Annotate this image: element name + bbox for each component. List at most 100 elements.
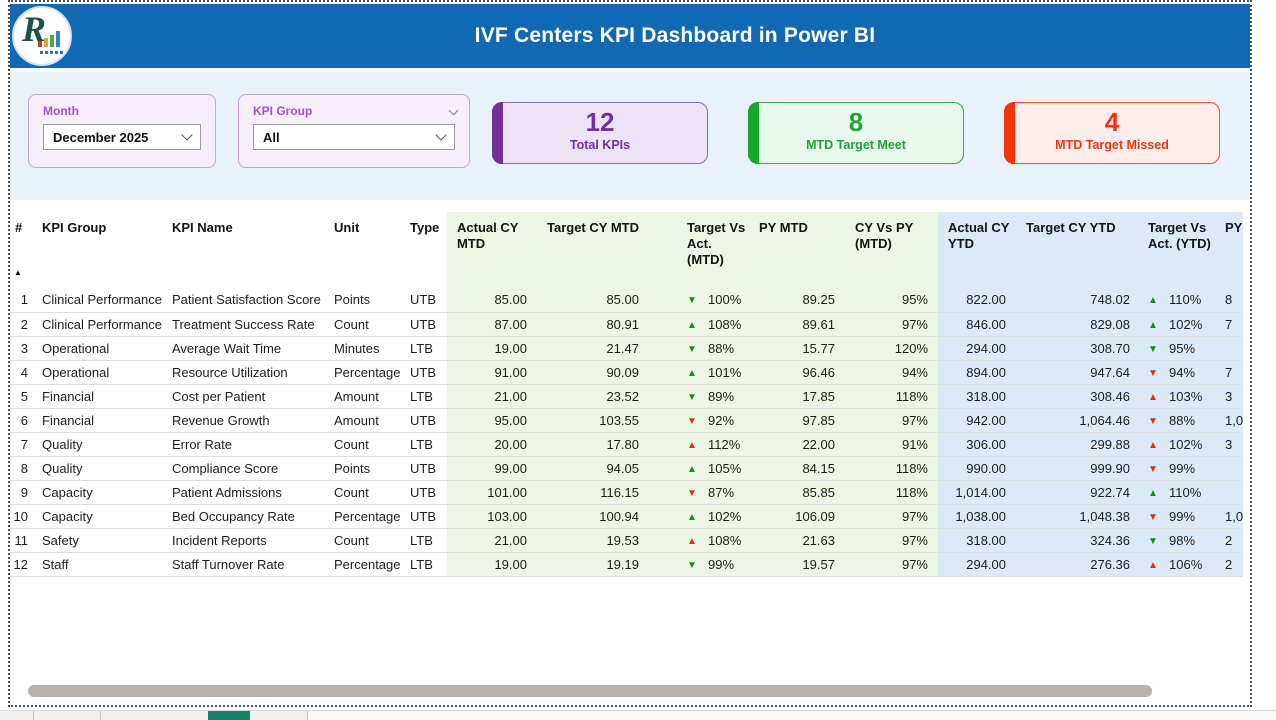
- cell-tva_ytd: ▼ 99%: [1140, 456, 1215, 481]
- cell-tva_ytd: ▲ 102%: [1140, 312, 1215, 337]
- table-row[interactable]: 1 Clinical Performance Patient Satisfactio…: [10, 288, 1243, 313]
- cell-num: 10: [10, 504, 36, 529]
- strip-divider: [100, 711, 101, 720]
- kpi-group-dropdown[interactable]: All: [253, 124, 455, 150]
- column-header-tva_mtd[interactable]: Target Vs Act. (MTD): [649, 212, 749, 288]
- cell-py_mtd: 84.15: [749, 456, 845, 481]
- column-header-type[interactable]: Type: [410, 220, 440, 235]
- up-arrow-icon: ▲: [1148, 439, 1158, 451]
- cell-group: Staff: [36, 552, 168, 577]
- percent-value: 112%: [708, 436, 741, 452]
- cell-unit: Percentage: [330, 360, 406, 385]
- cell-py_ytd: 2: [1215, 528, 1243, 553]
- filter-band: Month December 2025 KPI Group All 12 Tot…: [10, 70, 1250, 200]
- table-row[interactable]: 6 Financial Revenue Growth Amount UTB 95.00 10…: [10, 408, 1243, 433]
- dashboard-canvas: R IVF Centers KPI Dashboard in Power BI …: [8, 0, 1252, 707]
- cell-target_mtd: 80.91: [537, 312, 649, 337]
- horizontal-scrollbar-thumb[interactable]: [28, 685, 1152, 697]
- strip-right-section: [307, 711, 1276, 720]
- column-header-actual_mtd[interactable]: Actual CY MTD: [447, 212, 537, 288]
- column-header-target_mtd[interactable]: Target CY MTD: [537, 212, 649, 288]
- column-header-target_ytd[interactable]: Target CY YTD: [1016, 212, 1140, 288]
- down-arrow-icon: ▼: [1148, 511, 1158, 523]
- cell-tva_mtd: ▲ 108%: [649, 312, 749, 337]
- cell-target_mtd: 21.47: [537, 336, 649, 361]
- cell-actual_mtd: 95.00: [447, 408, 537, 433]
- total-kpis-label: Total KPIs: [569, 138, 631, 152]
- cell-unit: Count: [330, 528, 406, 553]
- cell-cy_py_mtd: 118%: [845, 480, 938, 505]
- table-body: 1 Clinical Performance Patient Satisfactio…: [10, 288, 1243, 577]
- cell-name: Patient Satisfaction Score: [168, 288, 330, 313]
- cell-tva_ytd: ▲ 102%: [1140, 432, 1215, 457]
- cell-name: Revenue Growth: [168, 408, 330, 433]
- chevron-down-icon: [435, 129, 447, 141]
- percent-value: 89%: [708, 388, 735, 404]
- cell-type: UTB: [406, 408, 447, 433]
- cell-target_mtd: 23.52: [537, 384, 649, 409]
- down-arrow-icon: ▼: [687, 487, 697, 499]
- table-row[interactable]: 2 Clinical Performance Treatment Success R…: [10, 312, 1243, 337]
- cell-num: 8: [10, 456, 36, 481]
- table-row[interactable]: 8 Quality Compliance Score Points UTB 99.00 94…: [10, 456, 1243, 481]
- column-header-actual_ytd[interactable]: Actual CY YTD: [938, 212, 1016, 288]
- column-header-tva_ytd[interactable]: Target Vs Act. (YTD): [1140, 212, 1215, 288]
- cell-target_ytd: 748.02: [1016, 288, 1140, 313]
- cell-py_ytd: 8: [1215, 288, 1243, 313]
- cell-tva_ytd: ▼ 98%: [1140, 528, 1215, 553]
- cell-actual_ytd: 846.00: [938, 312, 1016, 337]
- cell-num: 4: [10, 360, 36, 385]
- table-row[interactable]: 5 Financial Cost per Patient Amount LTB 21.00…: [10, 384, 1243, 409]
- table-row[interactable]: 3 Operational Average Wait Time Minutes LTB 1…: [10, 336, 1243, 361]
- column-header-group[interactable]: KPI Group: [42, 220, 107, 235]
- cell-group: Clinical Performance: [36, 312, 168, 337]
- cell-name: Resource Utilization: [168, 360, 330, 385]
- cell-name: Average Wait Time: [168, 336, 330, 361]
- cell-py_ytd: 3: [1215, 432, 1243, 457]
- cell-actual_ytd: 1,038.00: [938, 504, 1016, 529]
- table-row[interactable]: 9 Capacity Patient Admissions Count UTB 101.0…: [10, 480, 1243, 505]
- cell-actual_ytd: 822.00: [938, 288, 1016, 313]
- cell-actual_ytd: 318.00: [938, 384, 1016, 409]
- table-row[interactable]: 7 Quality Error Rate Count LTB 20.00 17.80 ▲ 112…: [10, 432, 1243, 457]
- table-row[interactable]: 4 Operational Resource Utilization Percenta…: [10, 360, 1243, 385]
- cell-py_mtd: 106.09: [749, 504, 845, 529]
- cell-group: Capacity: [36, 504, 168, 529]
- cell-py_ytd: 1,0: [1215, 504, 1243, 529]
- cell-target_ytd: 829.08: [1016, 312, 1140, 337]
- percent-value: 94%: [1169, 364, 1196, 380]
- table-row[interactable]: 11 Safety Incident Reports Count LTB 21.00 19.…: [10, 528, 1243, 553]
- up-arrow-icon: ▲: [687, 439, 697, 451]
- up-arrow-icon: ▲: [687, 367, 697, 379]
- table-row[interactable]: 10 Capacity Bed Occupancy Rate Percentage UT…: [10, 504, 1243, 529]
- active-sheet-tab[interactable]: [208, 711, 250, 720]
- cell-name: Compliance Score: [168, 456, 330, 481]
- sort-ascending-icon[interactable]: ▲: [14, 268, 22, 277]
- strip-divider: [33, 711, 34, 720]
- column-header-unit[interactable]: Unit: [334, 220, 360, 235]
- kpi-group-dropdown-value: All: [263, 129, 280, 145]
- cell-type: LTB: [406, 552, 447, 577]
- column-header-num[interactable]: # ▲: [10, 212, 36, 288]
- table-row[interactable]: 12 Staff Staff Turnover Rate Percentage LTB 1…: [10, 552, 1243, 577]
- cell-actual_ytd: 942.00: [938, 408, 1016, 433]
- column-header-name[interactable]: KPI Name: [172, 220, 233, 235]
- kpi-table-container: # ▲ KPI Group KPI Name Unit Type Actual CY MTD…: [10, 212, 1243, 584]
- cell-actual_ytd: 294.00: [938, 552, 1016, 577]
- cell-target_mtd: 94.05: [537, 456, 649, 481]
- kpi-group-slicer: KPI Group All: [238, 94, 470, 168]
- cell-target_mtd: 100.94: [537, 504, 649, 529]
- down-arrow-icon: ▼: [687, 415, 697, 427]
- month-dropdown[interactable]: December 2025: [43, 124, 201, 150]
- cell-tva_mtd: ▼ 99%: [649, 552, 749, 577]
- column-header-cy_py_mtd[interactable]: CY Vs PY (MTD): [845, 212, 938, 288]
- column-header-py_mtd[interactable]: PY MTD: [749, 212, 845, 288]
- cell-name: Bed Occupancy Rate: [168, 504, 330, 529]
- cell-tva_mtd: ▼ 92%: [649, 408, 749, 433]
- down-arrow-icon: ▼: [687, 559, 697, 571]
- month-slicer-label: Month: [43, 104, 79, 118]
- column-header-py_ytd[interactable]: PY: [1215, 212, 1243, 288]
- down-arrow-icon: ▼: [1148, 367, 1158, 379]
- cell-actual_mtd: 21.00: [447, 384, 537, 409]
- page-title: IVF Centers KPI Dashboard in Power BI: [474, 24, 876, 47]
